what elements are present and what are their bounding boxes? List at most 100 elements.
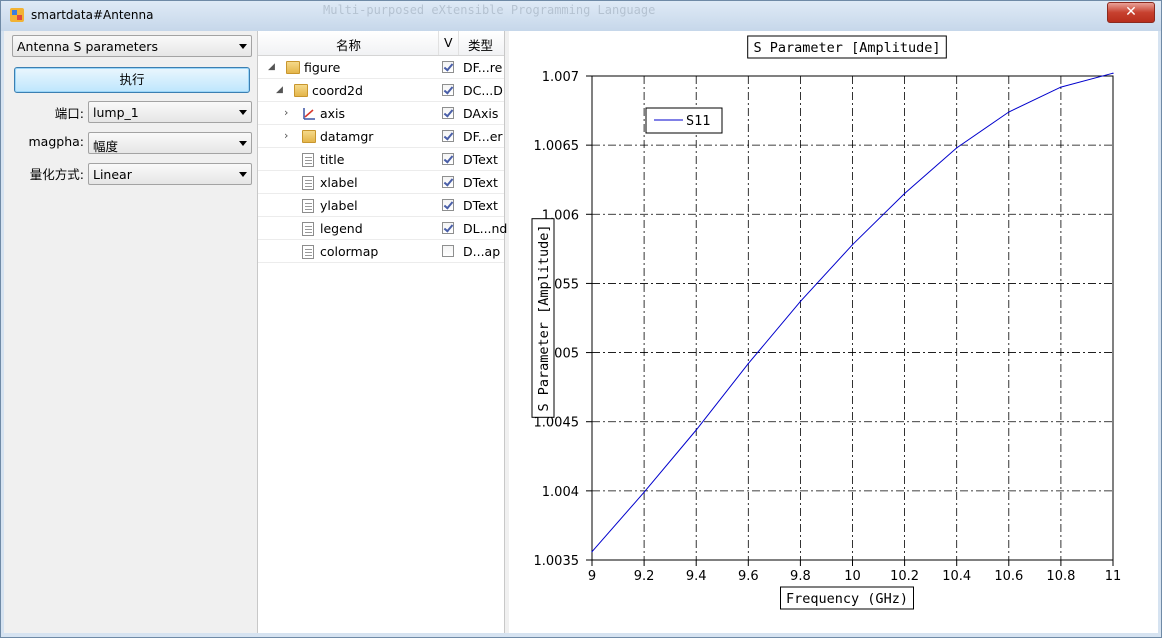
- close-button[interactable]: ✕: [1107, 2, 1155, 23]
- data-point: [591, 551, 593, 553]
- x-tick-label: 10.4: [942, 569, 971, 584]
- port-select[interactable]: lump_1: [88, 101, 252, 123]
- tree-item-label: figure: [304, 60, 341, 75]
- column-divider[interactable]: [438, 31, 439, 55]
- data-point: [799, 300, 801, 303]
- x-tick-label: 9.6: [738, 569, 759, 584]
- visibility-checkbox[interactable]: [442, 199, 454, 211]
- data-point: [851, 244, 854, 246]
- magpha-select-value: 幅度: [93, 139, 119, 154]
- x-tick-label: 10.6: [994, 569, 1023, 584]
- y-axis-label-text: S Parameter [Amplitude]: [536, 225, 552, 412]
- window-title: smartdata#Antenna: [31, 8, 154, 22]
- chart-title-box: [747, 35, 947, 59]
- y-axis-label-box: [531, 218, 555, 418]
- dataset-select[interactable]: Antenna S parameters: [12, 35, 252, 57]
- x-tick-label: 10.8: [1046, 569, 1075, 584]
- data-point: [1008, 111, 1010, 113]
- expand-arrow-icon[interactable]: ◢: [276, 85, 283, 95]
- tree-item-label: axis: [320, 106, 346, 121]
- tree-row-coord2d[interactable]: ◢ coord2d DC...D: [258, 80, 504, 102]
- y-tick-label: 1.0045: [534, 416, 580, 431]
- tree-row-legend[interactable]: legend DL...nd: [258, 218, 508, 240]
- close-icon: ✕: [1125, 4, 1137, 20]
- expand-arrow-icon[interactable]: ◢: [268, 62, 275, 72]
- tree-item-type: DText: [463, 152, 498, 167]
- y-axis-label[interactable]: S Parameter [Amplitude]: [531, 218, 555, 418]
- visibility-checkbox[interactable]: [442, 222, 454, 234]
- title-bar[interactable]: smartdata#Antenna Multi-purposed eXtensi…: [1, 1, 1161, 31]
- document-icon: [302, 176, 314, 190]
- tree-row-colormap[interactable]: colormap D...ap: [258, 241, 504, 263]
- visibility-checkbox[interactable]: [442, 84, 454, 96]
- port-label: 端口:: [54, 106, 84, 121]
- tree-item-type: DText: [463, 175, 498, 190]
- tree-item-type: DF...er: [463, 129, 503, 144]
- folder-icon: [294, 84, 308, 97]
- visibility-checkbox[interactable]: [442, 245, 454, 257]
- data-point: [956, 147, 958, 149]
- legend-label: S11: [686, 113, 710, 129]
- data-point: [1112, 72, 1114, 74]
- tree-item-type: DF...re: [463, 60, 503, 75]
- tree-item-type: DText: [463, 198, 498, 213]
- x-tick-label: 9.4: [686, 569, 707, 584]
- execute-button[interactable]: 执行: [14, 67, 250, 93]
- folder-icon: [302, 130, 316, 143]
- tree-row-figure[interactable]: ◢ figure DF...re: [258, 57, 504, 79]
- quantization-label: 量化方式:: [29, 167, 84, 182]
- chart-canvas[interactable]: 9 9.2 9.4 9.6 9.8 10 10.2 10.4 10.6 10.8 11 1.0035 1…: [509, 31, 1158, 633]
- folder-icon: [286, 61, 300, 74]
- tree-item-type: DC...D: [463, 83, 503, 98]
- chart-title[interactable]: S Parameter [Amplitude]: [747, 35, 947, 59]
- document-icon: [302, 199, 314, 213]
- expand-arrow-icon[interactable]: ›: [284, 129, 289, 142]
- tree-row-xlabel[interactable]: xlabel DText: [258, 172, 504, 194]
- tree-item-label: title: [320, 152, 345, 167]
- expand-arrow-icon[interactable]: ›: [284, 106, 289, 119]
- x-tick-label: 10.2: [890, 569, 919, 584]
- tree-row-title[interactable]: title DText: [258, 149, 504, 171]
- visibility-checkbox[interactable]: [442, 61, 454, 73]
- tree-header: 名称 V 类型: [258, 31, 504, 56]
- dataset-select-value: Antenna S parameters: [17, 39, 158, 54]
- column-header-name[interactable]: 名称: [336, 38, 362, 53]
- data-point: [747, 363, 749, 365]
- legend[interactable]: S11: [645, 107, 723, 134]
- column-header-v[interactable]: V: [444, 35, 453, 50]
- x-axis-label[interactable]: Frequency (GHz): [780, 586, 914, 610]
- x-tick-label: 11: [1105, 569, 1122, 584]
- chevron-down-icon: [239, 141, 247, 146]
- client-area: Antenna S parameters 执行 端口: lump_1 magph…: [4, 31, 1158, 633]
- column-header-type[interactable]: 类型: [468, 38, 494, 53]
- tree-item-label: xlabel: [320, 175, 358, 190]
- visibility-checkbox[interactable]: [442, 176, 454, 188]
- chevron-down-icon: [239, 110, 247, 115]
- visibility-checkbox[interactable]: [442, 153, 454, 165]
- data-point: [643, 491, 645, 493]
- tree-row-datamgr[interactable]: › datamgr DF...er: [258, 126, 504, 148]
- tree-item-label: datamgr: [320, 129, 374, 144]
- magpha-select[interactable]: 幅度: [88, 132, 252, 154]
- tree-item-label: ylabel: [320, 198, 358, 213]
- port-select-value: lump_1: [93, 105, 139, 120]
- column-divider[interactable]: [458, 31, 459, 55]
- y-tick-label: 1.0035: [534, 554, 580, 569]
- y-tick-label: 1.004: [542, 485, 579, 500]
- tree-row-axis[interactable]: › axis DAxis: [258, 103, 504, 125]
- background-ghost-text: Multi-purposed eXtensible Programming La…: [323, 3, 656, 17]
- tree-item-type: DAxis: [463, 106, 499, 121]
- x-tick-label: 9: [588, 569, 596, 584]
- visibility-checkbox[interactable]: [442, 130, 454, 142]
- quantization-select[interactable]: Linear: [88, 163, 252, 185]
- control-panel: Antenna S parameters 执行 端口: lump_1 magph…: [4, 31, 256, 633]
- tree-row-ylabel[interactable]: ylabel DText: [258, 195, 504, 217]
- x-tick-label: 9.2: [634, 569, 655, 584]
- y-tick-label: 1.007: [542, 70, 579, 85]
- visibility-checkbox[interactable]: [442, 107, 454, 119]
- tree-item-type: DL...nd: [463, 221, 508, 236]
- app-icon: [10, 8, 24, 22]
- x-axis-label-box: [780, 586, 914, 610]
- x-tick-label: 9.8: [790, 569, 811, 584]
